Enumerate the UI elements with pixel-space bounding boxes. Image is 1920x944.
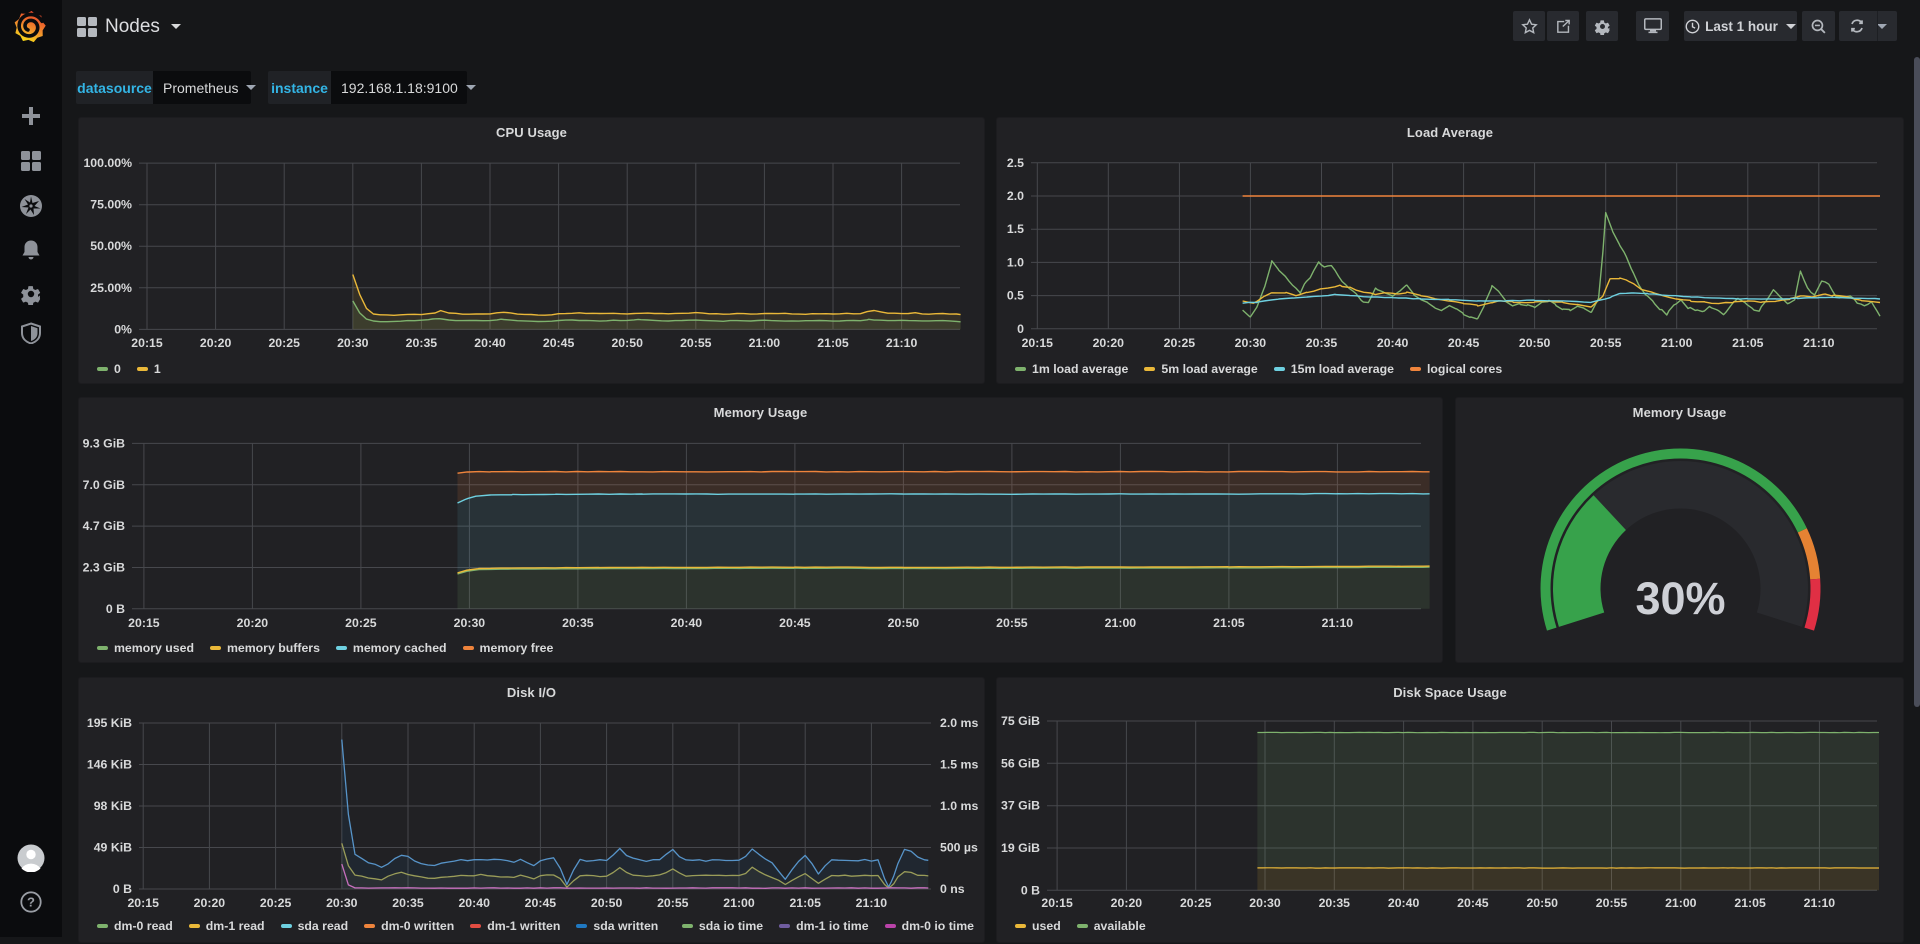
svg-text:20:30: 20:30 bbox=[454, 616, 486, 630]
svg-text:21:00: 21:00 bbox=[1105, 616, 1137, 630]
svg-text:0 B: 0 B bbox=[113, 882, 132, 896]
svg-text:21:10: 21:10 bbox=[886, 336, 918, 350]
svg-text:20:20: 20:20 bbox=[237, 616, 269, 630]
svg-text:2.3 GiB: 2.3 GiB bbox=[83, 561, 125, 575]
svg-text:21:10: 21:10 bbox=[856, 896, 888, 910]
svg-text:1.5 ms: 1.5 ms bbox=[940, 758, 978, 772]
svg-text:21:05: 21:05 bbox=[789, 896, 821, 910]
svg-text:20:55: 20:55 bbox=[1590, 336, 1622, 350]
svg-text:20:20: 20:20 bbox=[200, 336, 232, 350]
svg-text:2.0 ms: 2.0 ms bbox=[940, 716, 978, 730]
svg-text:0 ns: 0 ns bbox=[940, 882, 965, 896]
svg-text:0%: 0% bbox=[114, 322, 132, 336]
svg-text:1.5: 1.5 bbox=[1007, 222, 1024, 236]
svg-text:20:50: 20:50 bbox=[591, 896, 623, 910]
svg-text:20:30: 20:30 bbox=[326, 896, 358, 910]
svg-text:21:00: 21:00 bbox=[749, 336, 781, 350]
svg-text:146 KiB: 146 KiB bbox=[87, 758, 132, 772]
svg-text:98 KiB: 98 KiB bbox=[94, 799, 132, 813]
svg-text:20:40: 20:40 bbox=[458, 896, 490, 910]
svg-text:20:30: 20:30 bbox=[337, 336, 369, 350]
svg-text:20:30: 20:30 bbox=[1235, 336, 1267, 350]
svg-text:20:35: 20:35 bbox=[392, 896, 424, 910]
svg-text:20:45: 20:45 bbox=[543, 336, 575, 350]
svg-text:21:00: 21:00 bbox=[723, 896, 755, 910]
svg-text:1.0: 1.0 bbox=[1007, 255, 1024, 269]
svg-text:20:20: 20:20 bbox=[194, 896, 226, 910]
svg-text:21:00: 21:00 bbox=[1665, 896, 1697, 910]
svg-text:19 GiB: 19 GiB bbox=[1001, 841, 1040, 855]
svg-text:0.5: 0.5 bbox=[1007, 289, 1024, 303]
svg-text:4.7 GiB: 4.7 GiB bbox=[83, 519, 125, 533]
svg-text:75.00%: 75.00% bbox=[90, 198, 132, 212]
svg-text:21:10: 21:10 bbox=[1804, 896, 1836, 910]
svg-text:100.00%: 100.00% bbox=[83, 156, 132, 170]
svg-text:20:40: 20:40 bbox=[1377, 336, 1409, 350]
svg-text:21:10: 21:10 bbox=[1322, 616, 1354, 630]
svg-text:20:35: 20:35 bbox=[1306, 336, 1338, 350]
svg-text:20:25: 20:25 bbox=[268, 336, 300, 350]
svg-text:195 KiB: 195 KiB bbox=[87, 716, 132, 730]
svg-text:20:15: 20:15 bbox=[1041, 896, 1073, 910]
svg-text:0 B: 0 B bbox=[106, 602, 125, 616]
svg-text:20:20: 20:20 bbox=[1093, 336, 1125, 350]
svg-text:20:30: 20:30 bbox=[1249, 896, 1281, 910]
svg-text:21:05: 21:05 bbox=[1732, 336, 1764, 350]
svg-text:20:40: 20:40 bbox=[671, 616, 703, 630]
svg-text:20:55: 20:55 bbox=[680, 336, 712, 350]
svg-text:20:25: 20:25 bbox=[1164, 336, 1196, 350]
svg-text:50.00%: 50.00% bbox=[90, 239, 132, 253]
svg-text:56 GiB: 56 GiB bbox=[1001, 756, 1040, 770]
svg-text:21:10: 21:10 bbox=[1803, 336, 1835, 350]
svg-text:20:55: 20:55 bbox=[657, 896, 689, 910]
svg-text:20:20: 20:20 bbox=[1111, 896, 1143, 910]
svg-text:?: ? bbox=[27, 895, 35, 910]
svg-text:7.0 GiB: 7.0 GiB bbox=[83, 478, 125, 492]
svg-text:21:05: 21:05 bbox=[817, 336, 849, 350]
svg-text:21:05: 21:05 bbox=[1213, 616, 1245, 630]
svg-text:20:45: 20:45 bbox=[1457, 896, 1489, 910]
svg-text:20:40: 20:40 bbox=[474, 336, 506, 350]
svg-text:20:35: 20:35 bbox=[406, 336, 438, 350]
svg-text:20:15: 20:15 bbox=[131, 336, 163, 350]
svg-text:20:40: 20:40 bbox=[1388, 896, 1420, 910]
svg-text:20:45: 20:45 bbox=[779, 616, 811, 630]
svg-text:25.00%: 25.00% bbox=[90, 281, 132, 295]
svg-text:37 GiB: 37 GiB bbox=[1001, 799, 1040, 813]
svg-text:2.0: 2.0 bbox=[1007, 189, 1024, 203]
svg-text:20:50: 20:50 bbox=[1519, 336, 1551, 350]
svg-text:21:05: 21:05 bbox=[1734, 896, 1766, 910]
svg-text:1.0 ms: 1.0 ms bbox=[940, 799, 978, 813]
svg-text:20:35: 20:35 bbox=[562, 616, 594, 630]
svg-text:20:25: 20:25 bbox=[260, 896, 292, 910]
svg-text:2.5: 2.5 bbox=[1007, 156, 1024, 170]
svg-text:20:15: 20:15 bbox=[128, 616, 160, 630]
svg-text:0 B: 0 B bbox=[1021, 883, 1040, 897]
svg-text:75 GiB: 75 GiB bbox=[1001, 714, 1040, 728]
svg-text:20:15: 20:15 bbox=[1022, 336, 1054, 350]
svg-text:9.3 GiB: 9.3 GiB bbox=[83, 436, 125, 450]
svg-text:20:55: 20:55 bbox=[1596, 896, 1628, 910]
svg-text:0: 0 bbox=[1017, 322, 1024, 336]
svg-text:500 µs: 500 µs bbox=[940, 841, 978, 855]
svg-text:20:45: 20:45 bbox=[525, 896, 557, 910]
svg-text:20:50: 20:50 bbox=[888, 616, 920, 630]
svg-text:20:50: 20:50 bbox=[1526, 896, 1558, 910]
svg-text:30%: 30% bbox=[1635, 573, 1725, 624]
svg-text:20:50: 20:50 bbox=[611, 336, 643, 350]
svg-text:20:35: 20:35 bbox=[1319, 896, 1351, 910]
svg-text:49 KiB: 49 KiB bbox=[94, 841, 132, 855]
svg-text:20:55: 20:55 bbox=[996, 616, 1028, 630]
svg-text:20:25: 20:25 bbox=[345, 616, 377, 630]
svg-text:21:00: 21:00 bbox=[1661, 336, 1693, 350]
svg-text:20:15: 20:15 bbox=[127, 896, 159, 910]
svg-text:20:25: 20:25 bbox=[1180, 896, 1212, 910]
svg-text:20:45: 20:45 bbox=[1448, 336, 1480, 350]
